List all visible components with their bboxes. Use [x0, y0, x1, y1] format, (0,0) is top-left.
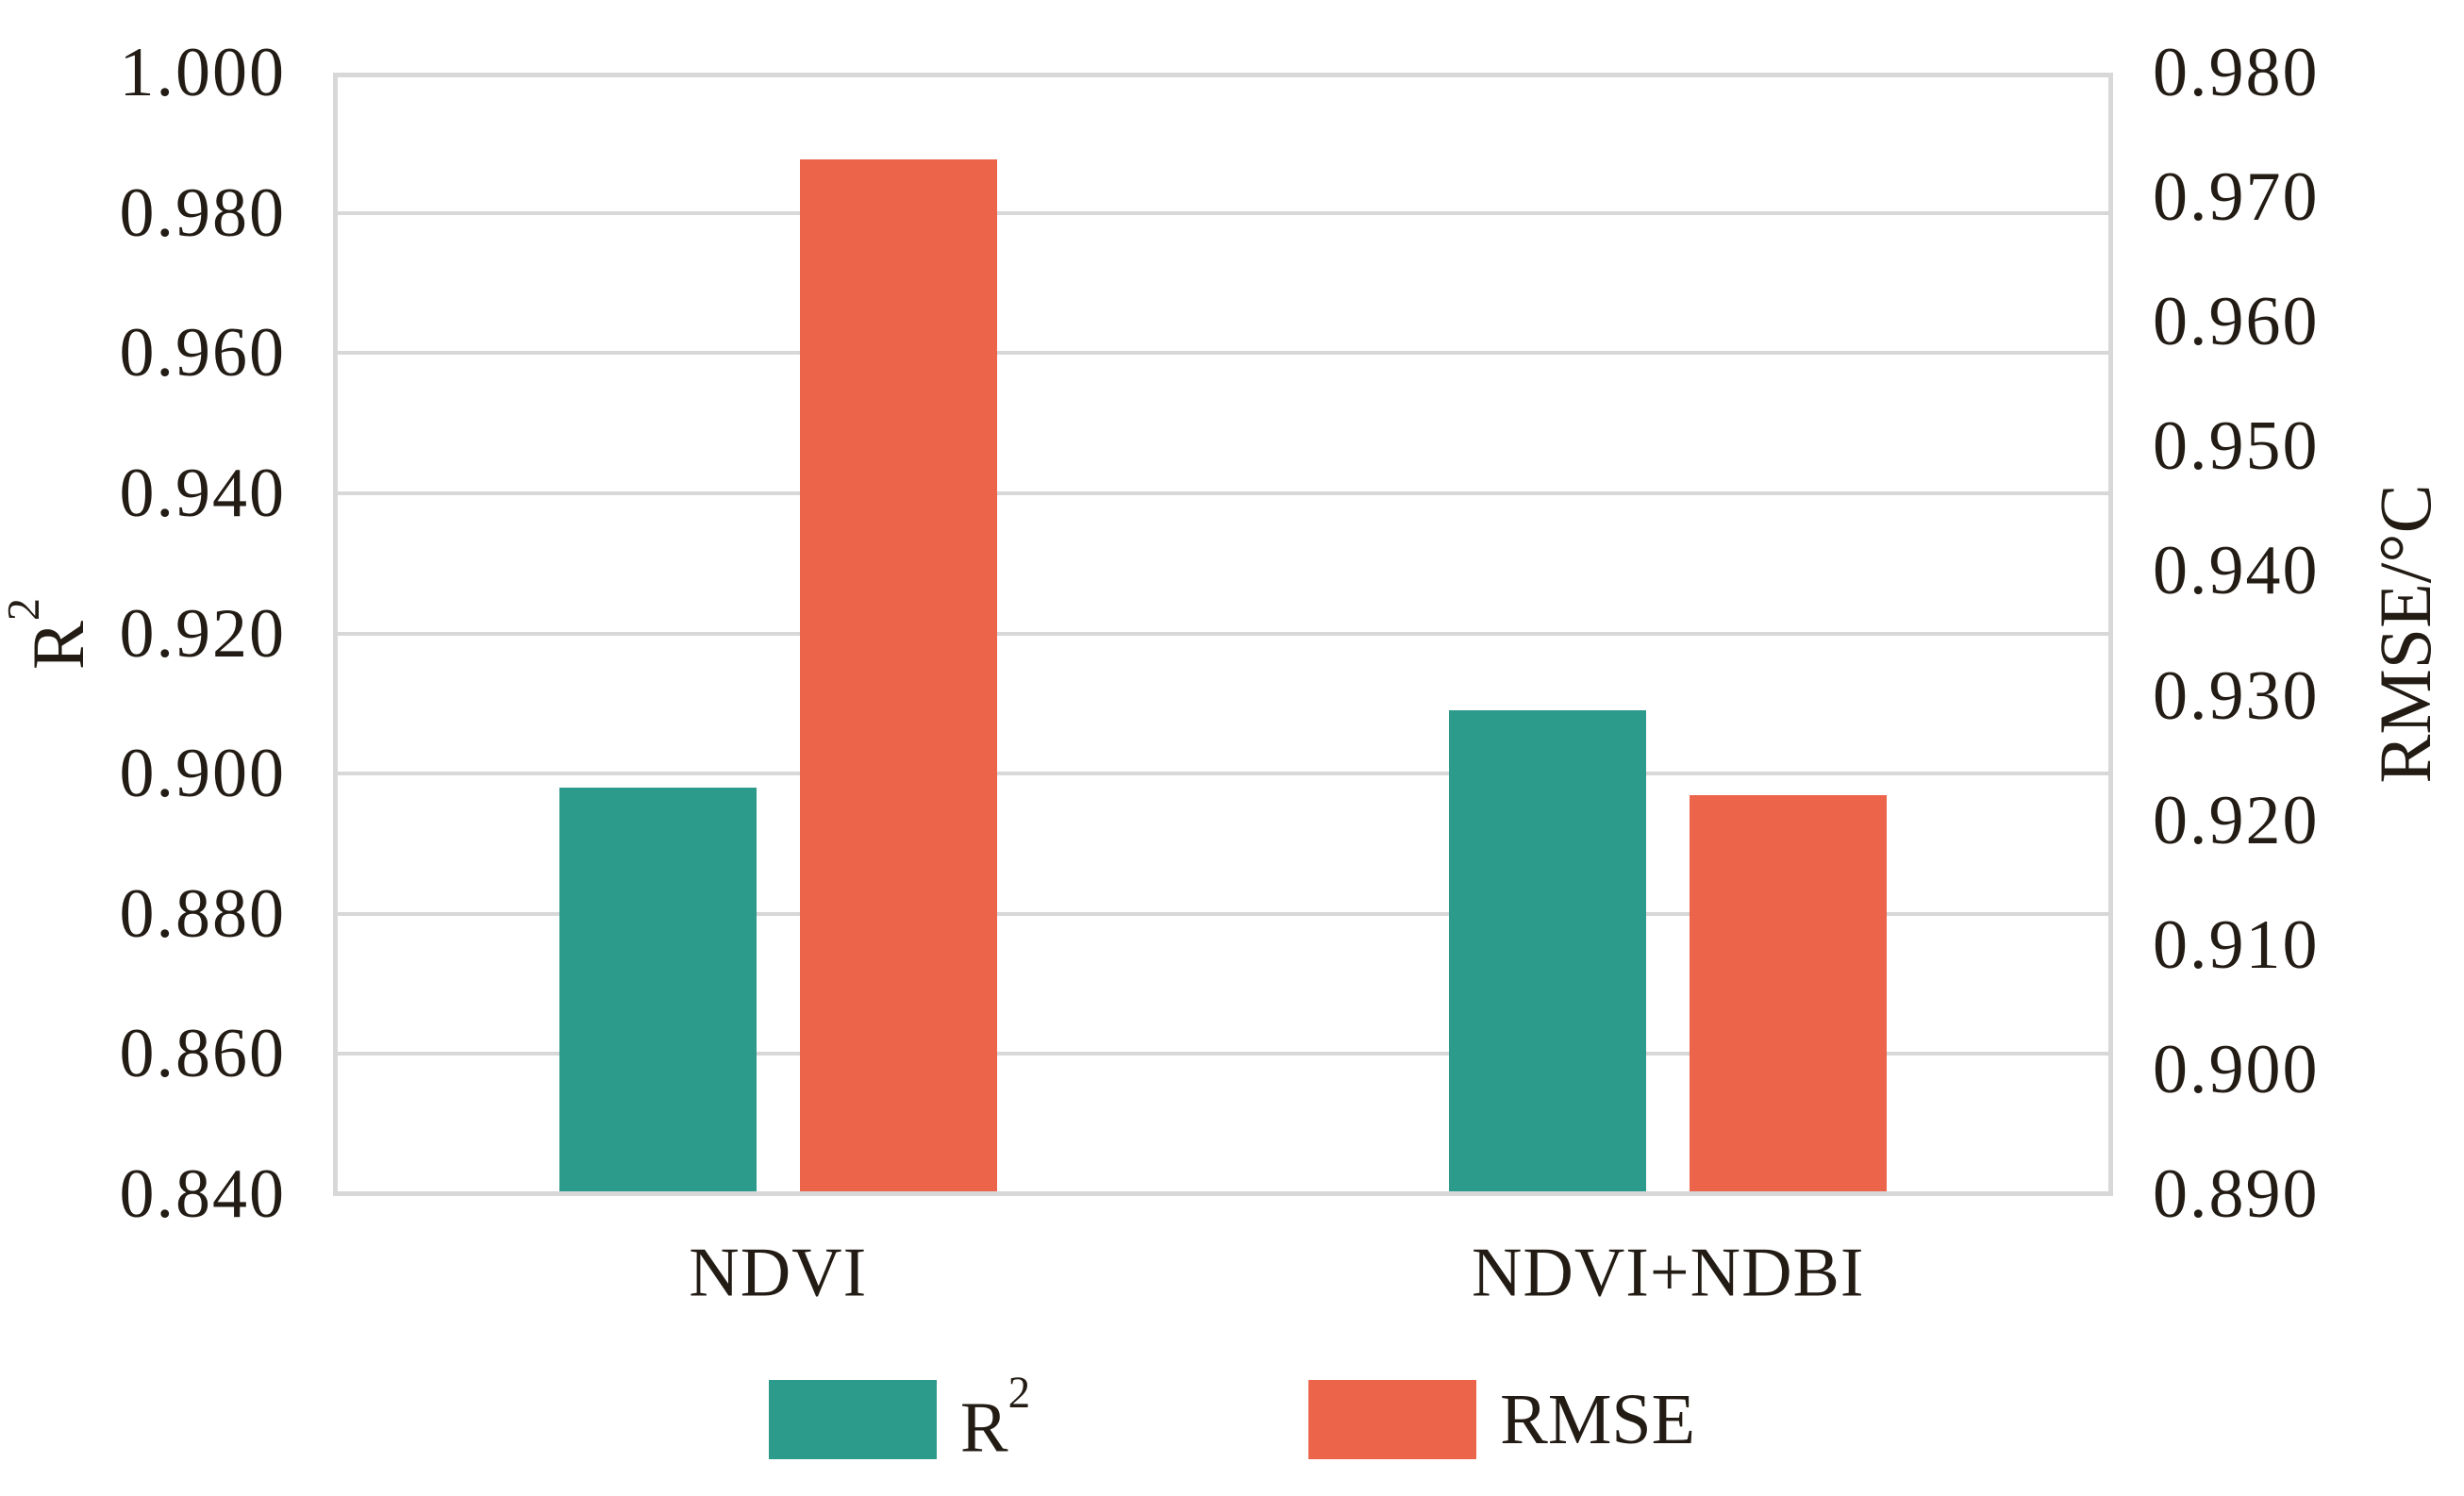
- legend-label-rmse: RMSE: [1500, 1380, 1696, 1459]
- y-right-tick-label: 0.920: [2153, 781, 2320, 859]
- bar-rmse-ndvi: [799, 159, 997, 1191]
- right-axis-title: RMSE/°C: [2364, 484, 2446, 784]
- y-left-tick-label: 0.880: [119, 874, 286, 953]
- y-left-tick-label: 0.920: [119, 594, 286, 673]
- y-right-tick-label: 0.960: [2153, 283, 2320, 361]
- legend-item-r: R2: [768, 1369, 1031, 1468]
- bar-r-ndvi-ndbi: [1449, 710, 1647, 1191]
- y-right-tick-label: 0.890: [2153, 1155, 2320, 1233]
- left-axis-title: R2: [0, 597, 99, 671]
- y-right-tick-label: 0.940: [2153, 532, 2320, 610]
- y-left-tick-label: 0.860: [119, 1015, 286, 1093]
- y-left-tick-label: 0.840: [119, 1155, 286, 1233]
- y-left-tick-label: 1.000: [119, 34, 286, 111]
- bar-r-ndvi: [558, 787, 757, 1191]
- y-right-tick-label: 0.910: [2153, 906, 2320, 984]
- gridline: [333, 351, 2113, 356]
- y-right-tick-label: 0.900: [2153, 1030, 2320, 1108]
- y-left-tick-label: 0.960: [119, 314, 286, 392]
- y-right-tick-label: 0.980: [2153, 34, 2320, 111]
- x-category-label: NDVI+NDBI: [1471, 1234, 1865, 1312]
- legend: R2 RMSE: [0, 1369, 2464, 1467]
- gridline: [333, 210, 2113, 215]
- y-left-tick-label: 0.940: [119, 454, 286, 532]
- gridline: [333, 490, 2113, 495]
- gridline: [333, 772, 2113, 776]
- legend-item-rmse: RMSE: [1308, 1380, 1695, 1459]
- y-right-tick-label: 0.930: [2153, 657, 2320, 735]
- x-category-label: NDVI: [689, 1234, 868, 1312]
- bar-rmse-ndvi-ndbi: [1690, 795, 1888, 1191]
- legend-label-r: R2: [959, 1369, 1031, 1468]
- gridline: [333, 1052, 2113, 1056]
- gridline: [333, 911, 2113, 916]
- y-right-tick-label: 0.970: [2153, 158, 2320, 237]
- y-left-tick-label: 0.980: [119, 174, 286, 252]
- y-right-tick-label: 0.950: [2153, 407, 2320, 486]
- legend-swatch-rmse: [1308, 1380, 1477, 1459]
- legend-swatch-r: [768, 1380, 937, 1459]
- y-left-tick-label: 0.900: [119, 735, 286, 813]
- gridline: [333, 631, 2113, 636]
